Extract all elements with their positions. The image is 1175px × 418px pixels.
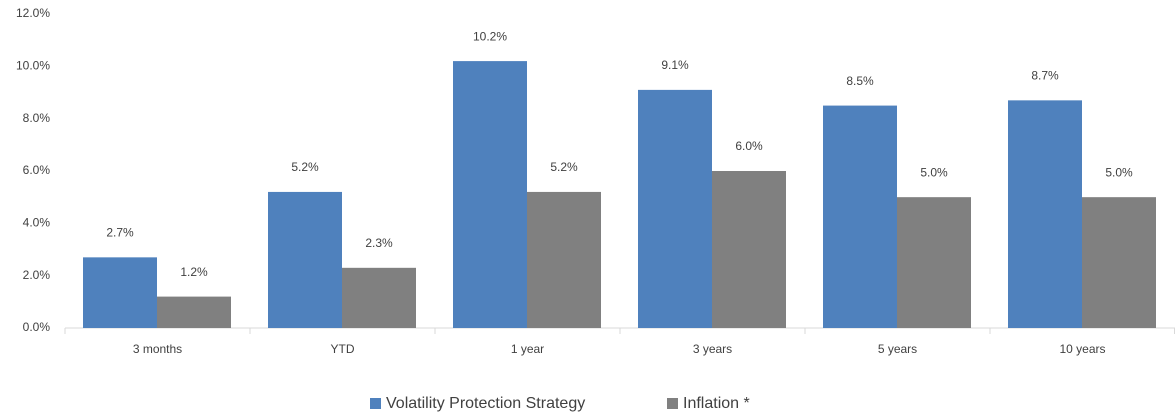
bar	[342, 267, 416, 328]
data-label: 5.0%	[920, 165, 948, 179]
x-tick-label: 1 year	[511, 342, 544, 356]
x-tick-label: 10 years	[1059, 342, 1105, 356]
y-tick-label: 4.0%	[23, 216, 51, 230]
data-label: 6.0%	[735, 139, 763, 153]
bar	[527, 191, 601, 328]
x-tick-label: 5 years	[878, 342, 917, 356]
x-tick-label: 3 years	[693, 342, 732, 356]
bar	[83, 257, 157, 328]
data-label: 2.7%	[106, 226, 134, 240]
y-tick-label: 2.0%	[23, 268, 51, 282]
data-label: 1.2%	[180, 265, 208, 279]
data-label: 9.1%	[661, 58, 689, 72]
data-label: 5.2%	[291, 160, 319, 174]
y-tick-label: 0.0%	[23, 320, 51, 334]
data-label: 2.3%	[365, 236, 393, 250]
y-tick-label: 12.0%	[16, 6, 50, 20]
data-label: 5.2%	[550, 160, 578, 174]
x-tick-label: YTD	[331, 342, 355, 356]
data-label: 5.0%	[1105, 165, 1133, 179]
legend-label: Volatility Protection Strategy	[386, 395, 585, 412]
data-label: 8.5%	[846, 74, 874, 88]
bar	[157, 296, 231, 328]
bar	[1082, 197, 1156, 328]
data-label: 10.2%	[473, 29, 507, 43]
legend-label: Inflation *	[683, 395, 750, 412]
bar	[638, 89, 712, 328]
bar	[1008, 100, 1082, 328]
bar	[268, 191, 342, 328]
legend-swatch	[667, 398, 678, 409]
x-tick-label: 3 months	[133, 342, 182, 356]
y-tick-label: 10.0%	[16, 59, 50, 73]
bar	[897, 197, 971, 328]
data-label: 8.7%	[1031, 69, 1059, 83]
bar	[712, 171, 786, 328]
y-tick-label: 6.0%	[23, 163, 51, 177]
legend-swatch	[370, 398, 381, 409]
y-tick-label: 8.0%	[23, 111, 51, 125]
bar	[453, 61, 527, 328]
bar	[823, 105, 897, 328]
